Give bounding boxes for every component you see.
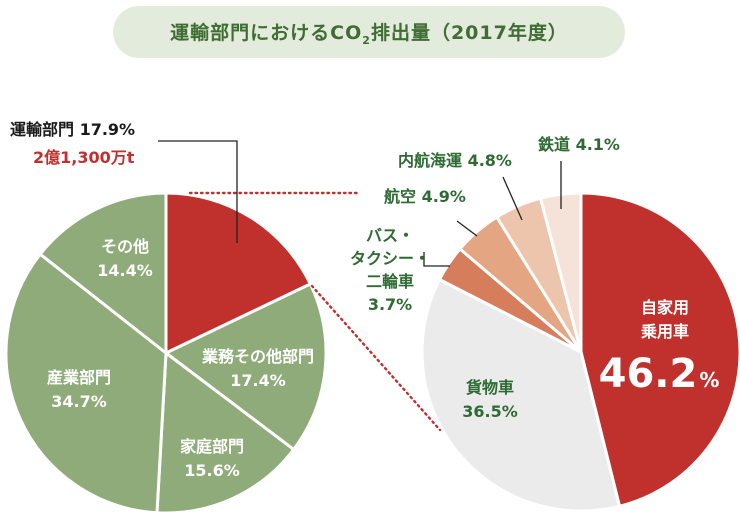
sector-pie	[4, 191, 328, 514]
chart-title: 運輸部門におけるCO2排出量（2017年度）	[170, 21, 568, 47]
connectors	[158, 140, 562, 432]
transport-breakdown-label-1: 貨物車 36.5%	[462, 378, 518, 421]
co2-by-sector-label-1: 業務その他部門 17.4%	[201, 347, 314, 390]
transport-breakdown-label-2: バス・タクシー・二輪車 3.7%	[350, 226, 430, 314]
transport-breakdown-label-4: 内航海運 4.8%	[398, 151, 512, 170]
transport-breakdown-label-3: 航空 4.9%	[384, 187, 466, 206]
transport-breakdown-slice-0	[579, 191, 740, 508]
transport-breakdown-label-5: 鉄道 4.1%	[538, 135, 620, 154]
co2-by-sector-label-2: 家庭部門 15.6%	[180, 437, 244, 480]
co2-by-sector-label-3: 産業部門 34.7%	[47, 368, 111, 411]
co2-by-sector-slice-0	[164, 191, 312, 355]
co2-by-sector-slice-2	[155, 351, 296, 514]
co2-by-sector-slice-4	[38, 191, 168, 355]
transport-breakdown-big-value: 46.2%	[599, 351, 720, 397]
co2-by-sector-label-4: その他 14.4%	[97, 237, 153, 280]
leader-bus	[423, 252, 450, 267]
callout-leader	[158, 140, 238, 243]
connector-dotted-bottom	[310, 284, 442, 432]
co2-by-sector-slice-3	[4, 252, 168, 514]
callout-amount: 2億1,300万t	[33, 148, 135, 167]
leader-air	[456, 220, 478, 237]
leader-ship	[502, 176, 523, 221]
transport-breakdown-slice-1	[420, 278, 621, 513]
slice-labels: 業務その他部門 17.4% 家庭部門 15.6% 産業部門 34.7% その他 14.4% 自家…	[47, 135, 719, 480]
transport-pie	[420, 191, 740, 513]
callout-label: 運輸部門 17.9%	[10, 120, 135, 139]
title-banner: 運輸部門におけるCO2排出量（2017年度）	[113, 6, 625, 58]
co2-by-sector-slice-1	[164, 282, 328, 451]
transport-breakdown-label-0: 自家用乗用車	[641, 298, 689, 341]
